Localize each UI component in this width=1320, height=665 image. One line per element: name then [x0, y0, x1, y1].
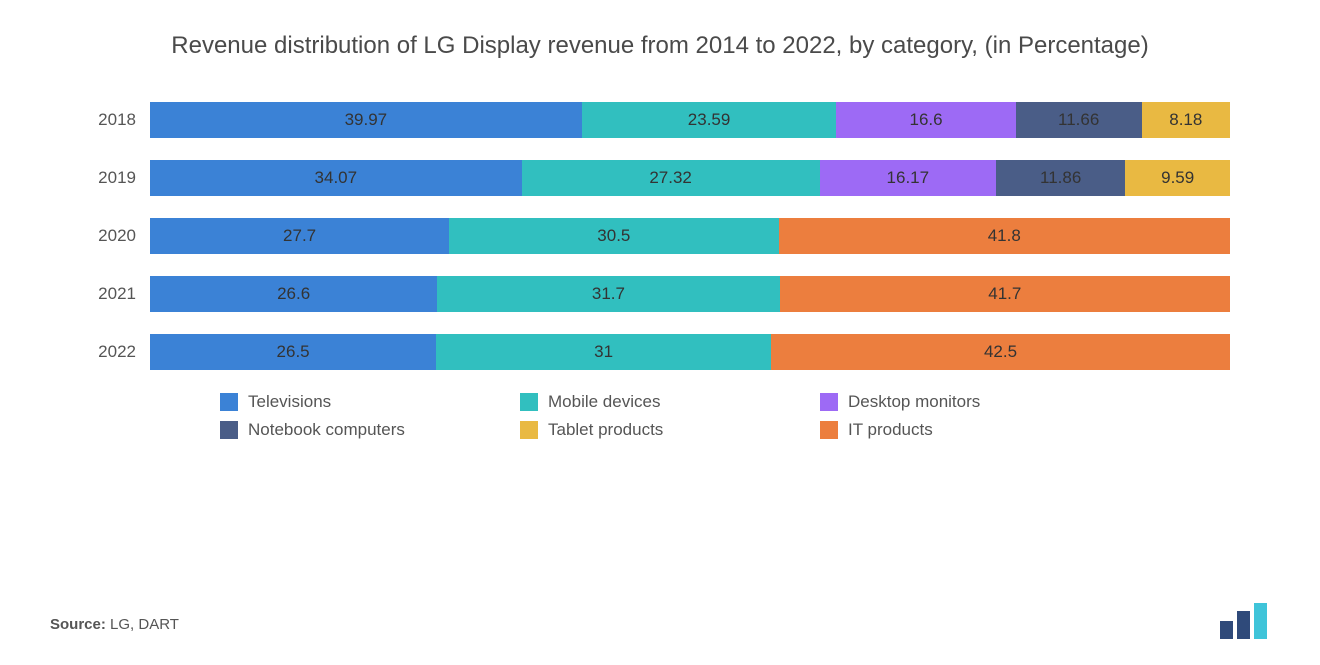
- legend-swatch: [220, 421, 238, 439]
- legend-swatch: [820, 421, 838, 439]
- bar-segment-televisions: 39.97: [150, 102, 582, 138]
- bar-row: 202226.53142.5: [90, 334, 1230, 370]
- bar-year-label: 2021: [90, 284, 150, 304]
- bar-segment-televisions: 26.6: [150, 276, 437, 312]
- bar-row: 201934.0727.3216.1711.869.59: [90, 160, 1230, 196]
- legend-swatch: [820, 393, 838, 411]
- chart-title: Revenue distribution of LG Display reven…: [110, 30, 1210, 62]
- legend-item-it_products: IT products: [820, 420, 1080, 440]
- bar-segment-it_products: 41.7: [780, 276, 1230, 312]
- bar-row: 201839.9723.5916.611.668.18: [90, 102, 1230, 138]
- bar-segment-televisions: 34.07: [150, 160, 522, 196]
- bar-year-label: 2020: [90, 226, 150, 246]
- bar-segment-mobile_devices: 30.5: [449, 218, 778, 254]
- bar-track: 34.0727.3216.1711.869.59: [150, 160, 1230, 196]
- bar-year-label: 2018: [90, 110, 150, 130]
- legend-label: Tablet products: [548, 420, 663, 440]
- bar-segment-desktop_monitors: 16.6: [836, 102, 1015, 138]
- bar-track: 26.53142.5: [150, 334, 1230, 370]
- bar-segment-mobile_devices: 23.59: [582, 102, 837, 138]
- bar-segment-desktop_monitors: 16.17: [820, 160, 996, 196]
- source-line: Source: LG, DART: [50, 616, 179, 633]
- legend: Televisions Mobile devices Desktop monitor…: [220, 392, 1100, 440]
- chart-area: 201839.9723.5916.611.668.18 201934.0727.3…: [90, 102, 1230, 370]
- legend-label: Mobile devices: [548, 392, 660, 412]
- legend-label: IT products: [848, 420, 933, 440]
- source-label: Source:: [50, 616, 106, 633]
- bar-segment-tablet_products: 8.18: [1142, 102, 1230, 138]
- bar-segment-tablet_products: 9.59: [1125, 160, 1230, 196]
- bar-segment-mobile_devices: 31.7: [437, 276, 779, 312]
- legend-label: Notebook computers: [248, 420, 405, 440]
- legend-item-tablet_products: Tablet products: [520, 420, 780, 440]
- bar-row: 202027.730.541.8: [90, 218, 1230, 254]
- bar-segment-notebook_computers: 11.66: [1016, 102, 1142, 138]
- bar-year-label: 2019: [90, 168, 150, 188]
- bar-track: 39.9723.5916.611.668.18: [150, 102, 1230, 138]
- legend-swatch: [220, 393, 238, 411]
- bar-segment-televisions: 27.7: [150, 218, 449, 254]
- legend-item-mobile_devices: Mobile devices: [520, 392, 780, 412]
- legend-label: Televisions: [248, 392, 331, 412]
- bar-segment-televisions: 26.5: [150, 334, 436, 370]
- bar-segment-notebook_computers: 11.86: [996, 160, 1125, 196]
- legend-item-desktop_monitors: Desktop monitors: [820, 392, 1080, 412]
- legend-item-notebook_computers: Notebook computers: [220, 420, 480, 440]
- legend-swatch: [520, 421, 538, 439]
- bar-row: 202126.631.741.7: [90, 276, 1230, 312]
- bar-track: 26.631.741.7: [150, 276, 1230, 312]
- bar-segment-it_products: 42.5: [771, 334, 1230, 370]
- bar-segment-it_products: 41.8: [779, 218, 1230, 254]
- legend-label: Desktop monitors: [848, 392, 980, 412]
- bar-segment-mobile_devices: 31: [436, 334, 771, 370]
- bar-segment-mobile_devices: 27.32: [522, 160, 820, 196]
- bar-year-label: 2022: [90, 342, 150, 362]
- bar-track: 27.730.541.8: [150, 218, 1230, 254]
- legend-swatch: [520, 393, 538, 411]
- legend-item-televisions: Televisions: [220, 392, 480, 412]
- source-text: LG, DART: [110, 616, 179, 633]
- logo-icon: [1220, 603, 1270, 639]
